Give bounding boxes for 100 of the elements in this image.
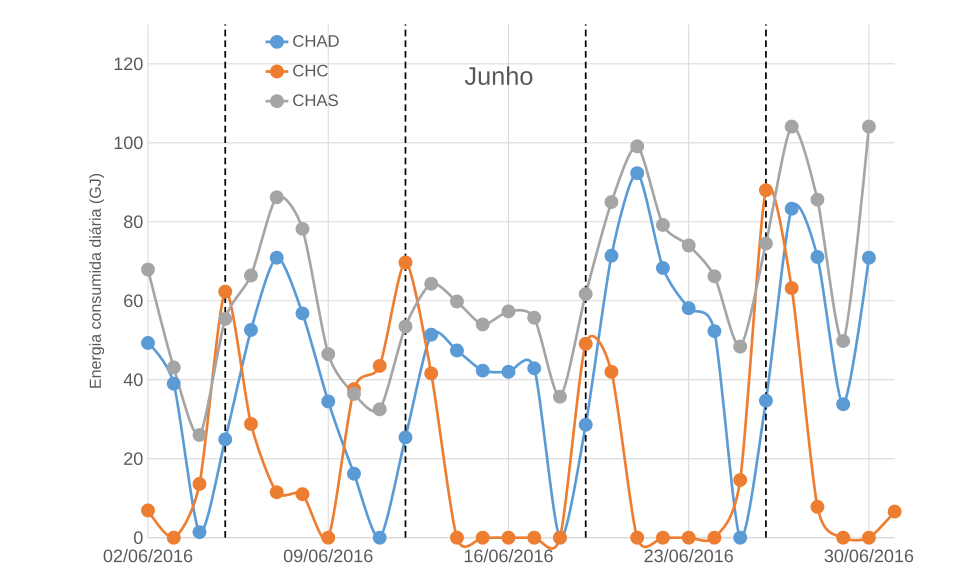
point <box>296 306 310 320</box>
point <box>502 530 516 545</box>
x-tick-label: 02/06/2016 <box>104 549 192 562</box>
point <box>296 222 310 236</box>
legend-label: CHAD <box>293 35 339 47</box>
point <box>218 432 232 446</box>
point <box>604 364 618 379</box>
y-tick-label: 60 <box>124 294 143 308</box>
point <box>502 364 516 379</box>
y-tick-label: 80 <box>124 215 143 228</box>
point <box>244 323 258 337</box>
point <box>733 473 748 487</box>
point <box>810 500 824 514</box>
point <box>733 340 748 354</box>
point <box>166 376 181 391</box>
point <box>759 236 773 250</box>
point <box>398 430 412 444</box>
point <box>888 504 902 519</box>
point <box>270 190 284 204</box>
point <box>810 250 824 264</box>
point <box>372 402 387 416</box>
x-tick-label: 09/06/2016 <box>284 549 372 562</box>
y-tick-label: 20 <box>124 452 143 466</box>
point <box>553 390 567 404</box>
point <box>192 525 206 540</box>
point <box>578 287 593 301</box>
point <box>862 530 876 545</box>
legend-label: CHAS <box>293 94 338 106</box>
x-tick-label: 30/06/2016 <box>824 549 914 562</box>
y-tick-label: 100 <box>114 136 143 150</box>
point <box>708 530 722 545</box>
point <box>321 347 336 361</box>
point <box>476 364 490 378</box>
x-tick-label: 23/06/2016 <box>644 549 733 562</box>
point <box>784 281 799 296</box>
point <box>398 319 412 334</box>
point <box>682 530 696 545</box>
point <box>682 301 696 316</box>
point <box>656 261 670 275</box>
y-tick-label: 0 <box>134 531 143 544</box>
point <box>733 530 748 545</box>
point <box>784 120 799 134</box>
point <box>604 195 618 209</box>
point <box>218 312 232 326</box>
point <box>372 358 387 373</box>
y-tick-label: 120 <box>114 57 143 70</box>
legend-label: CHC <box>293 64 328 77</box>
point <box>836 334 850 348</box>
point <box>424 366 438 380</box>
point <box>630 139 644 154</box>
point <box>656 530 670 545</box>
point <box>166 360 181 374</box>
point <box>347 387 361 401</box>
point <box>321 394 336 408</box>
point <box>270 485 284 500</box>
point <box>630 530 644 545</box>
point <box>218 284 232 299</box>
point <box>244 417 258 431</box>
point <box>166 530 181 545</box>
y-axis-title: Energia consumida diária (GJ) <box>89 174 104 388</box>
point <box>656 218 670 232</box>
x-tick-label: 16/06/2016 <box>464 549 553 562</box>
point <box>502 304 516 318</box>
point <box>450 530 464 545</box>
point <box>141 503 155 518</box>
point <box>759 394 773 408</box>
point <box>372 530 387 545</box>
point <box>862 250 876 265</box>
point <box>141 336 155 350</box>
point <box>398 256 412 270</box>
point <box>784 202 799 216</box>
point <box>296 487 310 502</box>
point <box>192 428 206 442</box>
point <box>476 530 490 545</box>
point <box>527 310 542 325</box>
point <box>630 166 644 180</box>
point <box>682 238 696 252</box>
point <box>578 336 593 351</box>
point <box>244 268 258 282</box>
point <box>270 250 284 265</box>
point <box>424 328 438 342</box>
point <box>810 192 824 207</box>
point <box>836 530 850 545</box>
point <box>527 361 542 376</box>
point <box>836 397 850 412</box>
point <box>450 294 464 308</box>
point <box>192 477 206 491</box>
point <box>604 248 618 263</box>
point <box>321 530 336 545</box>
point <box>450 344 464 358</box>
annotation: Junho <box>464 66 532 85</box>
point <box>347 466 361 481</box>
point <box>759 183 773 198</box>
point <box>424 276 438 291</box>
point <box>141 262 155 276</box>
point <box>708 269 722 284</box>
point <box>578 418 593 432</box>
point <box>708 324 722 338</box>
point <box>476 318 490 332</box>
point <box>862 120 876 134</box>
